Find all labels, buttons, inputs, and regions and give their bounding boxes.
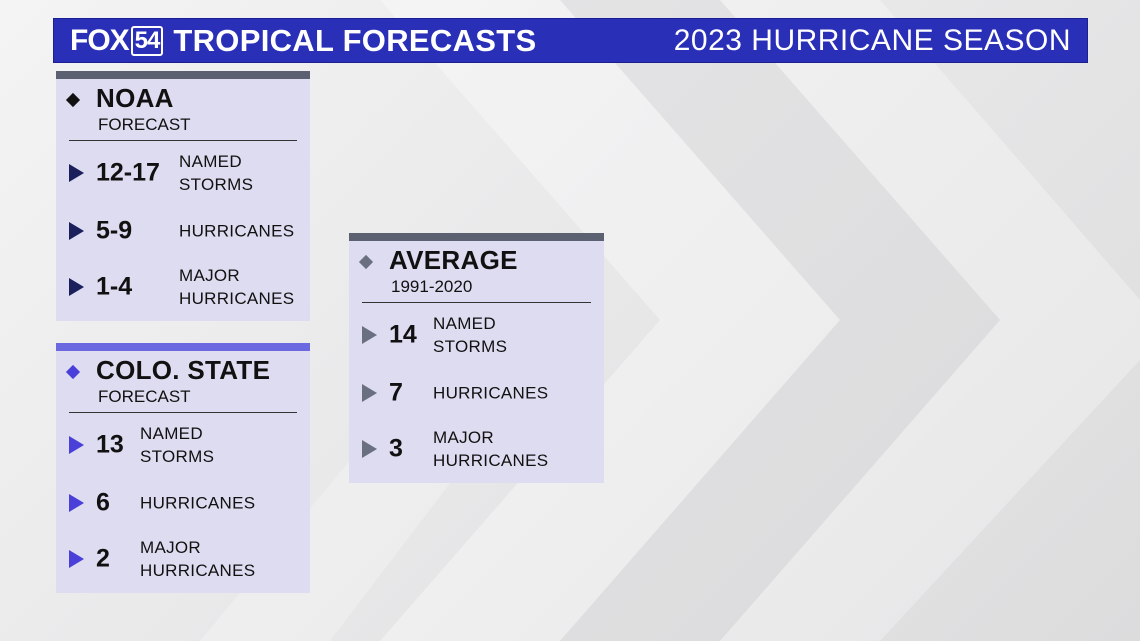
label-line-2: STORMS [140, 447, 215, 466]
average-card: AVERAGE 1991-2020 14 NAMED STORMS 7 HURRI… [349, 233, 604, 483]
noaa-hurricanes-label: HURRICANES [179, 221, 295, 241]
noaa-card-header: NOAA FORECAST [56, 79, 310, 139]
triangle-bullet-icon [69, 164, 84, 182]
header-banner: FOX 54 TROPICAL FORECASTS 2023 HURRICANE… [53, 18, 1088, 63]
triangle-bullet-icon [69, 222, 84, 240]
noaa-named-storms-value: 12-17 [96, 158, 160, 187]
noaa-divider [69, 140, 297, 141]
logo-number: 54 [130, 25, 164, 56]
triangle-bullet-icon [362, 326, 377, 344]
csu-hurricanes-label: HURRICANES [140, 493, 256, 513]
label-line-2: HURRICANES [179, 289, 295, 308]
csu-subtitle: FORECAST [98, 387, 191, 406]
average-major-value: 3 [389, 434, 403, 463]
triangle-bullet-icon [362, 440, 377, 458]
noaa-title: NOAA [96, 83, 174, 113]
label-line-2: STORMS [433, 337, 508, 356]
triangle-bullet-icon [69, 278, 84, 296]
triangle-bullet-icon [69, 436, 84, 454]
average-card-header: AVERAGE 1991-2020 [349, 241, 604, 301]
average-row-named-storms: 14 NAMED STORMS [349, 310, 604, 360]
fox54-logo: FOX 54 [70, 23, 164, 57]
average-named-storms-value: 14 [389, 320, 417, 349]
csu-row-named-storms: 13 NAMED STORMS [56, 420, 310, 470]
csu-major-value: 2 [96, 544, 110, 573]
noaa-major-value: 1-4 [96, 272, 133, 301]
csu-forecast-card: COLO. STATE FORECAST 13 NAMED STORMS 6 HU… [56, 343, 310, 593]
diamond-icon [358, 254, 374, 270]
label-line-1: MAJOR [179, 266, 240, 285]
triangle-bullet-icon [362, 384, 377, 402]
csu-named-storms-value: 13 [96, 430, 124, 459]
triangle-bullet-icon [69, 550, 84, 568]
label-line-1: MAJOR [433, 428, 494, 447]
csu-row-major-hurricanes: 2 MAJOR HURRICANES [56, 534, 310, 584]
csu-named-storms-label: NAMED STORMS [140, 422, 214, 468]
average-named-storms-label: NAMED STORMS [433, 312, 507, 358]
average-hurricanes-value: 7 [389, 378, 403, 407]
average-card-topbar [349, 233, 604, 241]
average-subtitle: 1991-2020 [391, 277, 473, 296]
average-row-hurricanes: 7 HURRICANES [349, 368, 604, 418]
csu-row-hurricanes: 6 HURRICANES [56, 478, 310, 528]
label-line-1: MAJOR [140, 538, 201, 557]
noaa-subtitle: FORECAST [98, 115, 191, 134]
diamond-icon [65, 92, 81, 108]
label-line-2: HURRICANES [433, 451, 549, 470]
triangle-bullet-icon [69, 494, 84, 512]
noaa-card-topbar [56, 71, 310, 79]
label-line-1: NAMED [179, 152, 242, 171]
noaa-row-named-storms: 12-17 NAMED STORMS [56, 148, 310, 198]
csu-card-topbar [56, 343, 310, 351]
noaa-row-major-hurricanes: 1-4 MAJOR HURRICANES [56, 262, 310, 312]
noaa-hurricanes-value: 5-9 [96, 216, 133, 245]
noaa-major-label: MAJOR HURRICANES [179, 264, 294, 310]
csu-major-label: MAJOR HURRICANES [140, 536, 255, 582]
average-major-label: MAJOR HURRICANES [433, 426, 548, 472]
average-row-major-hurricanes: 3 MAJOR HURRICANES [349, 424, 604, 474]
label-line-1: NAMED [140, 424, 203, 443]
average-divider [362, 302, 591, 303]
csu-card-header: COLO. STATE FORECAST [56, 351, 310, 411]
logo-fox-text: FOX [70, 23, 130, 57]
diamond-icon [65, 364, 81, 380]
csu-title: COLO. STATE [96, 355, 271, 385]
banner-title: TROPICAL FORECASTS [173, 22, 537, 58]
noaa-row-hurricanes: 5-9 HURRICANES [56, 206, 310, 256]
banner-season: 2023 HURRICANE SEASON [673, 23, 1071, 57]
average-hurricanes-label: HURRICANES [433, 383, 549, 403]
label-line-1: NAMED [433, 314, 496, 333]
csu-divider [69, 412, 297, 413]
noaa-named-storms-label: NAMED STORMS [179, 150, 253, 196]
label-line-2: HURRICANES [140, 561, 256, 580]
noaa-forecast-card: NOAA FORECAST 12-17 NAMED STORMS 5-9 HURR… [56, 71, 310, 321]
label-line-2: STORMS [179, 175, 254, 194]
csu-hurricanes-value: 6 [96, 488, 110, 517]
average-title: AVERAGE [389, 245, 518, 275]
